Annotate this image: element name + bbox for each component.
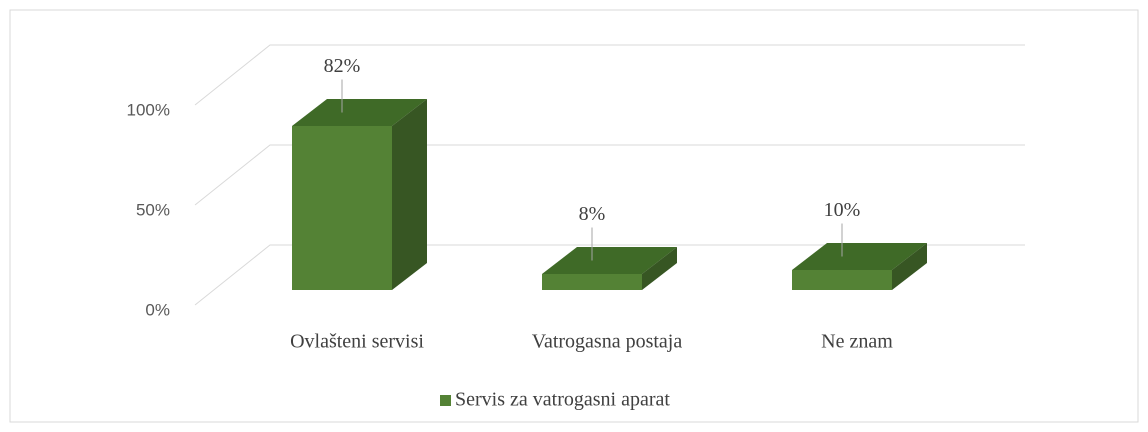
data-label: 10%: [824, 199, 861, 221]
chart-border: [9, 9, 1139, 423]
grid-line: [194, 44, 1025, 106]
bar-front: [792, 270, 892, 290]
y-tick-label: 50%: [136, 200, 170, 219]
data-label: 8%: [579, 203, 606, 225]
bar-top: [542, 247, 677, 274]
bar-front: [292, 126, 392, 290]
y-tick-label: 0%: [145, 300, 170, 319]
legend-label: Servis za vatrogasni aparat: [455, 389, 670, 411]
bar-side: [392, 99, 427, 290]
bar-front: [542, 274, 642, 290]
bar-side: [892, 243, 927, 290]
grid-line: [194, 144, 1025, 206]
bar: [292, 99, 427, 290]
data-label: 82%: [324, 55, 361, 77]
grid-line: [194, 244, 1025, 306]
bar: [792, 243, 927, 290]
x-tick-label: Ne znam: [821, 331, 893, 353]
bar-side: [642, 247, 677, 290]
bar-top: [292, 99, 427, 126]
bar-top: [792, 243, 927, 270]
x-tick-label: Vatrogasna postaja: [532, 331, 683, 353]
x-tick-label: Ovlašteni servisi: [290, 331, 424, 353]
y-tick-label: 100%: [127, 100, 170, 119]
bar: [542, 247, 677, 290]
legend-swatch: [440, 395, 451, 406]
